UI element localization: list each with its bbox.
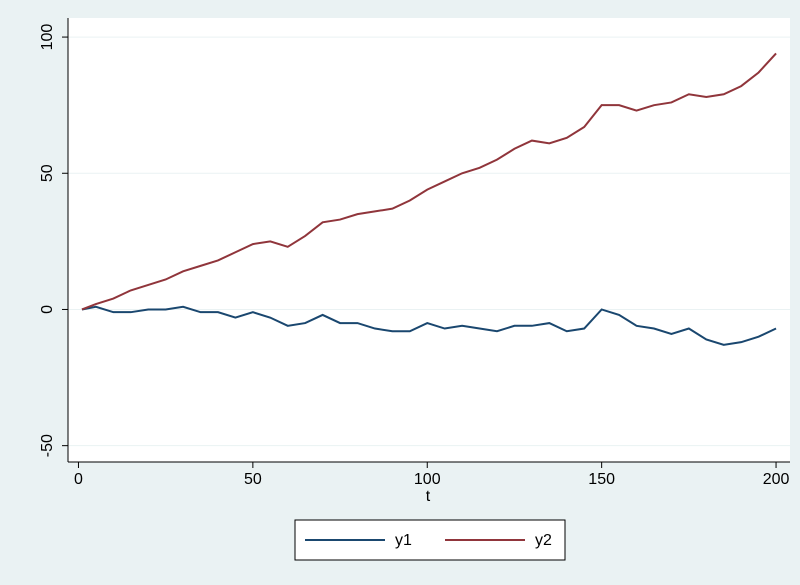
x-tick-label: 0 — [74, 471, 83, 488]
y-tick-label: 50 — [39, 164, 56, 182]
x-tick-label: 100 — [414, 471, 441, 488]
x-tick-label: 150 — [588, 471, 615, 488]
series-line — [81, 52, 777, 311]
legend-label: y2 — [535, 532, 552, 549]
legend-label: y1 — [395, 532, 412, 549]
x-axis-label: t — [426, 488, 431, 505]
y-tick-label: -50 — [39, 434, 56, 457]
x-tick-label: 200 — [763, 471, 790, 488]
series-line — [81, 305, 777, 346]
y-tick-label: 100 — [39, 24, 56, 51]
y-tick-label: 0 — [39, 305, 56, 314]
x-tick-label: 50 — [244, 471, 262, 488]
plot-area — [68, 18, 790, 462]
